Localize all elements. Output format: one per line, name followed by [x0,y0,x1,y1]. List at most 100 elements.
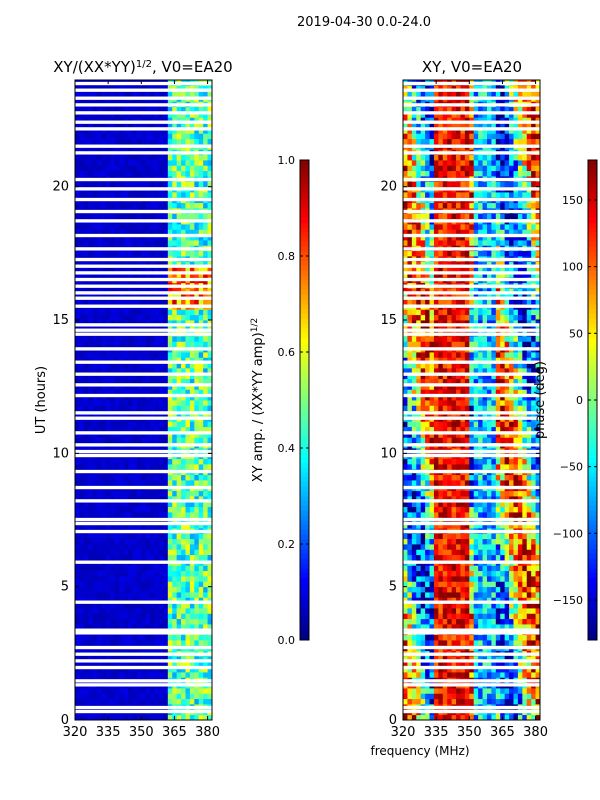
heatmap-cell [473,613,479,620]
heatmap-cell [172,170,178,177]
heatmap-cell [132,474,138,481]
heatmap-cell [97,240,102,246]
heatmap-cell [194,309,200,316]
heatmap-cell [88,106,94,113]
heatmap-cell [482,544,488,550]
heatmap-cell [163,522,169,529]
plot-frame [74,79,213,721]
heatmap-cell [150,389,155,396]
heatmap-cell [123,138,129,145]
heatmap-cell [181,85,186,92]
heatmap-cell [460,624,466,630]
heatmap-cell [433,576,439,582]
heatmap-cell [101,693,107,700]
heatmap-cell [163,165,169,172]
heatmap-cell [101,666,107,673]
heatmap-cell [101,661,107,668]
heatmap-cell [79,378,85,385]
heatmap-cell [203,192,208,198]
heatmap-cell [172,224,178,230]
heatmap-cell [504,570,510,577]
heatmap-cell [114,586,120,593]
heatmap-cell [416,581,422,588]
heatmap-cell [88,613,94,620]
heatmap-cell [88,490,94,497]
heatmap-cell [79,421,85,428]
heatmap-cell [172,266,178,273]
heatmap-cell [110,234,116,241]
colorbar-segment [300,352,309,358]
heatmap-cell [495,586,501,593]
heatmap-cell [491,549,497,556]
heatmap-cell [429,688,435,694]
heatmap-cell [123,501,129,508]
heatmap-cell [181,160,186,166]
heatmap-cell [189,437,195,444]
heatmap-cell [79,181,85,188]
heatmap-cell [176,160,182,166]
heatmap-cell [163,336,169,342]
heatmap-cell [105,554,111,561]
heatmap-cell [123,581,129,588]
heatmap-cell [167,266,173,273]
heatmap-cell [194,261,200,268]
heatmap-cell [114,165,120,172]
heatmap-cell [110,341,116,348]
heatmap-cell [473,661,479,668]
heatmap-cell [478,618,483,625]
heatmap-cell [491,688,497,694]
heatmap-cell [128,325,133,332]
heatmap-cell [185,538,191,545]
heatmap-cell [198,181,204,188]
heatmap-cell [110,373,116,380]
heatmap-cell [203,533,208,540]
amp-colorbar: 0.00.20.40.60.81.0 XY amp. / (XX*YY amp)… [250,154,310,647]
heatmap-cell [105,634,111,641]
heatmap-cell [185,496,191,502]
heatmap-cell [189,266,195,273]
heatmap-cell [145,698,151,705]
heatmap-cell [447,693,453,700]
heatmap-cell [433,592,439,598]
heatmap-cell [425,549,430,556]
heatmap-cell [136,464,142,470]
heatmap-cell [163,341,169,348]
heatmap-cell [442,618,448,625]
heatmap-cell [132,640,138,646]
heatmap-cell [128,117,133,124]
heatmap-cell [181,272,186,278]
heatmap-cell [403,624,408,630]
heatmap-cell [482,666,488,673]
heatmap-cell [158,554,164,561]
heatmap-cell [535,544,541,550]
heatmap-cell [517,714,523,721]
heatmap-cell [154,160,160,166]
heatmap-cell [207,160,213,166]
heatmap-cell [181,693,186,700]
flagged-row [75,469,212,474]
heatmap-cell [145,288,151,294]
heatmap-cell [83,320,89,326]
flagged-row [75,631,212,635]
heatmap-cell [203,405,208,412]
heatmap-cell [420,634,426,641]
heatmap-cell [83,394,89,401]
heatmap-cell [500,608,506,614]
heatmap-cell [163,389,169,396]
heatmap-cell [411,672,417,678]
heatmap-cell [128,693,133,700]
heatmap-cell [194,90,200,97]
heatmap-cell [203,437,208,444]
heatmap-cell [154,597,160,604]
heatmap-cell [92,405,98,412]
heatmap-cell [141,634,147,641]
heatmap-cell [198,133,204,140]
heatmap-cell [531,538,536,545]
heatmap-cell [150,266,155,273]
heatmap-cell [79,512,85,518]
heatmap-cell [150,378,155,385]
heatmap-cell [203,618,208,625]
heatmap-cell [181,437,186,444]
heatmap-cell [97,533,102,540]
heatmap-cell [145,618,151,625]
